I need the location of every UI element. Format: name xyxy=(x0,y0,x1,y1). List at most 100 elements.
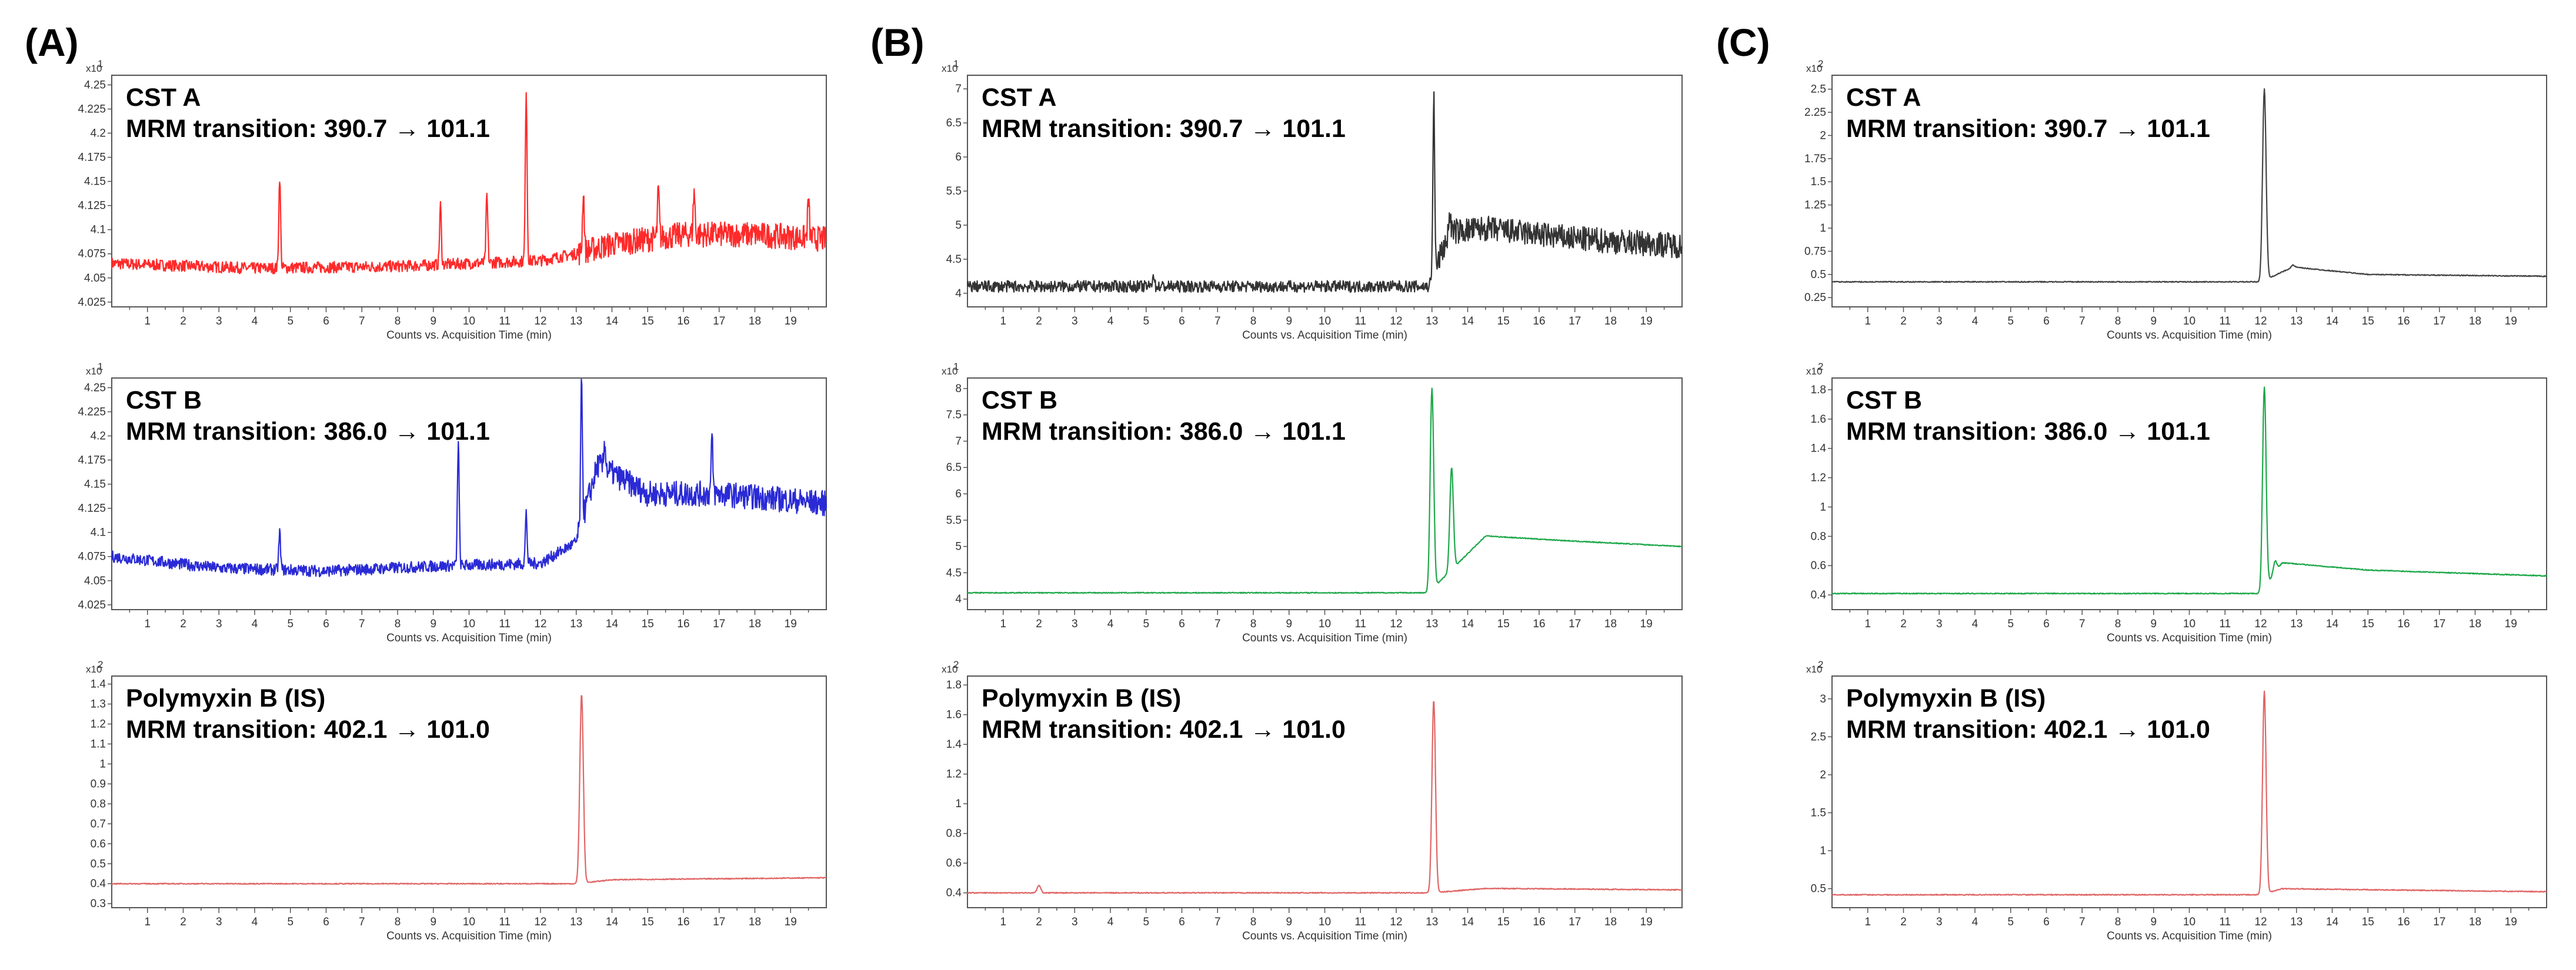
x-tick-label: 19 xyxy=(2505,916,2517,928)
x-tick-label: 16 xyxy=(1533,618,1545,630)
x-tick-label: 4 xyxy=(1972,916,1978,928)
x-tick-label: 7 xyxy=(1214,618,1221,630)
x-tick-label: 9 xyxy=(1286,315,1292,327)
x-tick-label: 8 xyxy=(1250,916,1257,928)
x-tick-label: 15 xyxy=(642,315,654,327)
x-tick-label: 18 xyxy=(2469,916,2481,928)
x-tick-label: 13 xyxy=(1426,315,1438,327)
x-tick-label: 18 xyxy=(2469,618,2481,630)
x-tick-label: 9 xyxy=(1286,916,1292,928)
x-tick-label: 14 xyxy=(606,315,619,327)
x-tick-label: 8 xyxy=(2115,315,2121,327)
x-tick-label: 2 xyxy=(180,315,186,327)
y-tick-label: 4.15 xyxy=(84,479,106,491)
y-tick-label: 0.25 xyxy=(1804,292,1826,304)
x-tick-label: 4 xyxy=(1972,315,1978,327)
y-tick-label: 1.8 xyxy=(946,679,962,691)
y-tick-label: 0.4 xyxy=(91,878,106,890)
x-axis-label: Counts vs. Acquisition Time (min) xyxy=(1242,632,1407,644)
x-tick-label: 6 xyxy=(323,618,329,630)
x-tick-label: 12 xyxy=(534,618,546,630)
x-tick-label: 17 xyxy=(2433,916,2445,928)
compound-title: CST A xyxy=(126,83,201,112)
x-tick-label: 13 xyxy=(2290,315,2303,327)
y-multiplier-exponent: 2 xyxy=(98,659,103,670)
x-tick-label: 10 xyxy=(2183,315,2195,327)
compound-title: CST A xyxy=(982,83,1056,112)
y-tick-label: 1.25 xyxy=(1804,199,1826,212)
x-tick-label: 18 xyxy=(749,916,761,928)
x-axis-label: Counts vs. Acquisition Time (min) xyxy=(2107,632,2272,644)
x-tick-label: 12 xyxy=(2254,618,2267,630)
x-tick-label: 1 xyxy=(1864,916,1871,928)
y-tick-label: 1.2 xyxy=(946,768,962,781)
x-tick-label: 13 xyxy=(1426,916,1438,928)
y-tick-label: 1 xyxy=(955,798,962,810)
x-tick-label: 3 xyxy=(1072,315,1078,327)
x-tick-label: 1 xyxy=(1864,618,1871,630)
chromatogram-trace xyxy=(111,695,827,885)
y-tick-label: 2.5 xyxy=(1811,731,1826,743)
y-tick-label: 4.025 xyxy=(78,296,106,309)
x-tick-label: 1 xyxy=(1864,315,1871,327)
plot-frame xyxy=(967,75,1683,307)
x-tick-label: 14 xyxy=(606,916,619,928)
x-tick-label: 14 xyxy=(2326,315,2339,327)
x-tick-label: 18 xyxy=(1604,315,1617,327)
x-axis-label: Counts vs. Acquisition Time (min) xyxy=(2107,329,2272,342)
x-axis-label: Counts vs. Acquisition Time (min) xyxy=(2107,930,2272,942)
y-tick-label: 6.5 xyxy=(946,117,962,129)
x-tick-label: 14 xyxy=(1461,315,1474,327)
y-tick-label: 0.6 xyxy=(91,838,106,850)
x-tick-label: 19 xyxy=(785,618,797,630)
x-tick-label: 9 xyxy=(430,618,436,630)
x-tick-label: 10 xyxy=(1319,618,1331,630)
x-tick-label: 16 xyxy=(1533,916,1545,928)
x-tick-label: 5 xyxy=(287,315,293,327)
x-tick-label: 3 xyxy=(1936,916,1943,928)
y-tick-label: 1.6 xyxy=(946,709,962,721)
x-tick-label: 11 xyxy=(1354,315,1366,327)
y-tick-label: 4.075 xyxy=(78,551,106,563)
y-tick-label: 4.15 xyxy=(84,176,106,188)
x-tick-label: 3 xyxy=(1936,315,1943,327)
y-tick-label: 0.4 xyxy=(1811,589,1827,601)
y-tick-label: 4.05 xyxy=(84,575,106,587)
chromatogram-trace xyxy=(966,91,1683,293)
x-tick-label: 19 xyxy=(2505,618,2517,630)
x-tick-label: 7 xyxy=(2079,916,2086,928)
x-tick-label: 5 xyxy=(2007,916,2014,928)
y-tick-label: 1.4 xyxy=(946,738,962,751)
x-tick-label: 4 xyxy=(1107,618,1114,630)
x-tick-label: 2 xyxy=(1900,916,1907,928)
x-tick-label: 13 xyxy=(570,916,582,928)
x-tick-label: 13 xyxy=(570,618,582,630)
x-tick-label: 17 xyxy=(1569,315,1581,327)
y-tick-label: 1.75 xyxy=(1804,153,1826,165)
x-axis-label: Counts vs. Acquisition Time (min) xyxy=(386,632,552,644)
x-tick-label: 7 xyxy=(359,315,365,327)
y-tick-label: 4.225 xyxy=(78,103,106,115)
x-tick-label: 9 xyxy=(2150,315,2157,327)
y-tick-label: 1.6 xyxy=(1811,413,1826,426)
x-tick-label: 3 xyxy=(1936,618,1943,630)
x-tick-label: 16 xyxy=(2397,916,2410,928)
x-tick-label: 1 xyxy=(144,315,151,327)
x-tick-label: 7 xyxy=(1214,916,1221,928)
x-tick-label: 15 xyxy=(2362,916,2374,928)
chromatogram-trace xyxy=(111,378,827,577)
x-tick-label: 7 xyxy=(1214,315,1221,327)
x-tick-label: 19 xyxy=(1640,315,1653,327)
compound-title: CST B xyxy=(126,386,202,414)
x-tick-label: 4 xyxy=(252,618,258,630)
x-tick-label: 16 xyxy=(2397,315,2410,327)
x-tick-label: 17 xyxy=(1569,916,1581,928)
x-tick-label: 7 xyxy=(2079,315,2086,327)
x-axis-label: Counts vs. Acquisition Time (min) xyxy=(1242,329,1407,342)
x-tick-label: 1 xyxy=(1000,618,1006,630)
x-tick-label: 17 xyxy=(713,916,725,928)
plot-frame xyxy=(1831,377,2547,610)
x-tick-label: 1 xyxy=(144,916,151,928)
x-tick-label: 15 xyxy=(1497,315,1510,327)
